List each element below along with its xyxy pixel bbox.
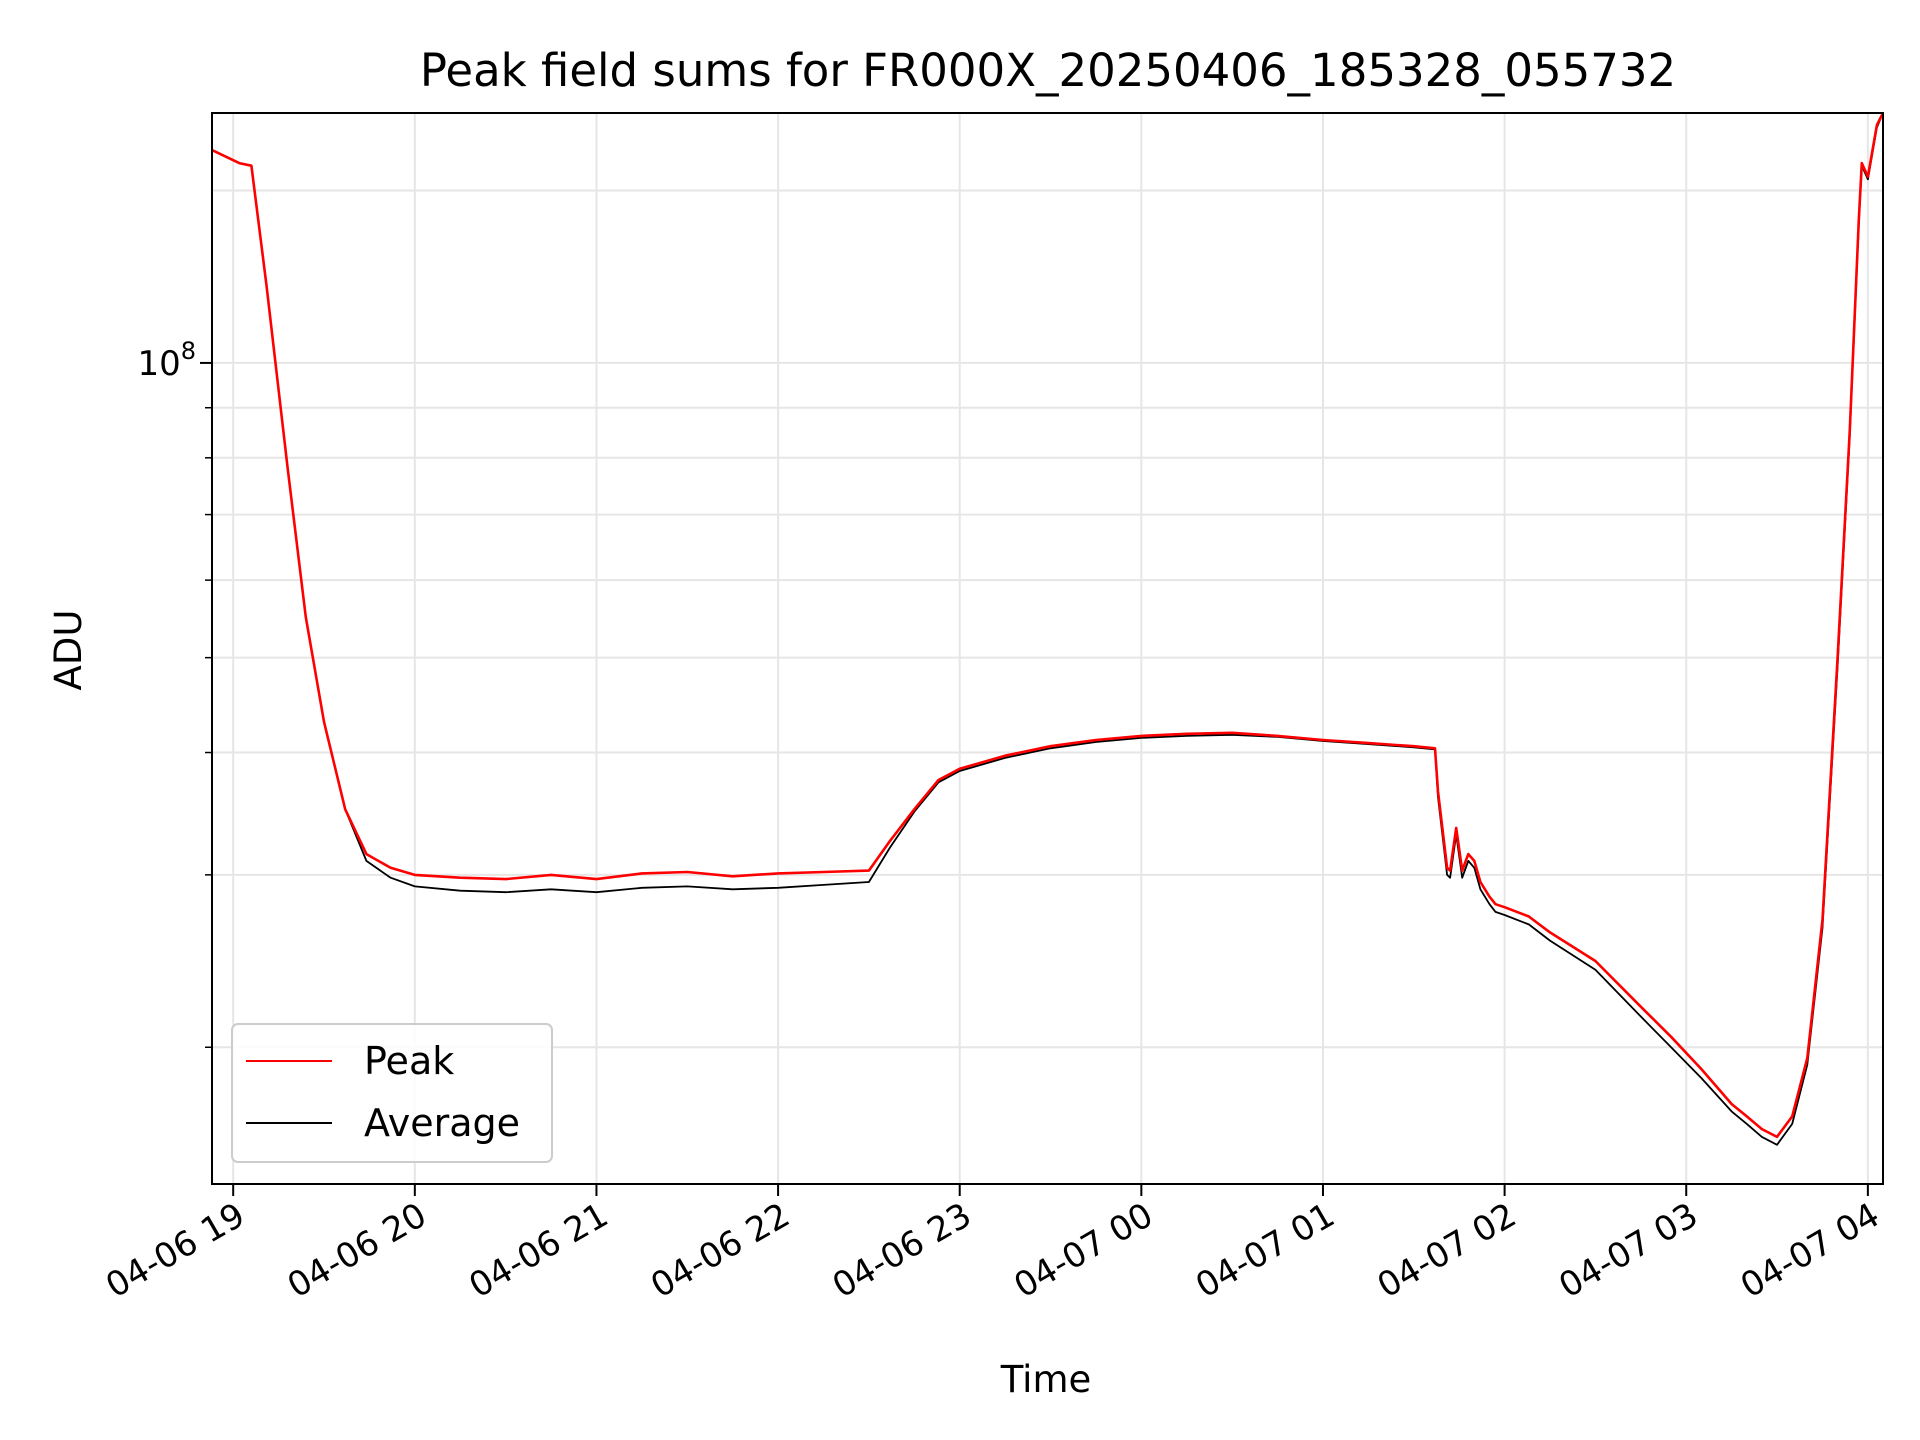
plot-frame bbox=[211, 112, 1884, 1185]
legend-label-average: Average bbox=[364, 1101, 520, 1145]
legend-label-peak: Peak bbox=[364, 1039, 454, 1083]
series-layer bbox=[212, 113, 1883, 1146]
grid bbox=[212, 113, 1883, 1184]
legend-box bbox=[231, 1023, 553, 1163]
chart-title: Peak field sums for FR000X_20250406_1853… bbox=[420, 44, 1676, 97]
series-line-peak bbox=[212, 113, 1883, 1139]
y-tick-label: 108 bbox=[137, 337, 196, 384]
y-axis-ticks: 108 bbox=[137, 337, 212, 1049]
y-tick-label-base: 10 bbox=[137, 344, 180, 384]
y-axis-label: ADU bbox=[47, 610, 90, 691]
legend: Peak Average bbox=[231, 1023, 553, 1163]
x-axis-label: Time bbox=[1000, 1358, 1092, 1401]
y-tick-label-exponent: 8 bbox=[181, 337, 196, 365]
